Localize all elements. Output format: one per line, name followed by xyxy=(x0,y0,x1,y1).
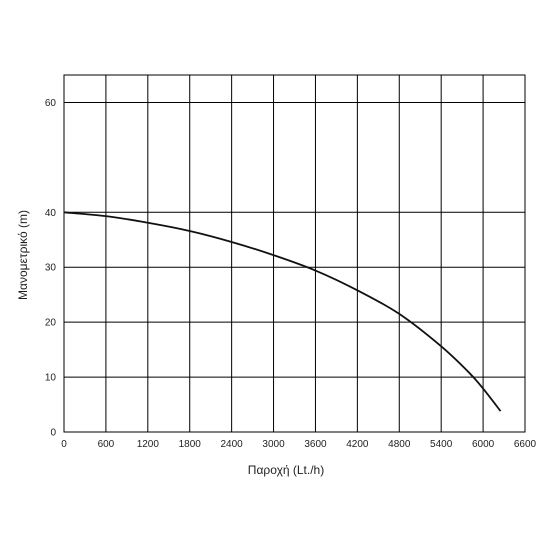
grid xyxy=(63,74,526,433)
x-tick-label: 5400 xyxy=(430,439,453,450)
x-tick-label: 0 xyxy=(61,439,67,450)
y-tick-label: 10 xyxy=(45,373,57,384)
x-tick-label: 4800 xyxy=(388,439,411,450)
y-axis-label: Μανομετρικό (m) xyxy=(16,210,30,300)
x-tick-labels: 0 600 1200 1800 2400 3000 3600 4200 4800 5400 6000… xyxy=(61,439,536,450)
y-tick-label: 30 xyxy=(45,263,57,274)
x-tick-label: 3600 xyxy=(304,439,327,450)
x-tick-label: 1800 xyxy=(179,439,202,450)
y-tick-labels: 0 10 20 30 40 60 xyxy=(45,98,57,439)
series-layer xyxy=(63,211,502,412)
x-tick-label: 3000 xyxy=(262,439,285,450)
x-axis-label: Παροχή (Lt./h) xyxy=(248,463,324,477)
y-tick-label: 40 xyxy=(45,208,57,219)
y-tick-label: 60 xyxy=(45,98,57,109)
x-tick-label: 6000 xyxy=(472,439,495,450)
plot-frame xyxy=(63,74,526,433)
x-tick-label: 600 xyxy=(98,439,115,450)
x-tick-label: 2400 xyxy=(221,439,244,450)
y-tick-label: 20 xyxy=(45,318,57,329)
x-tick-label: 1200 xyxy=(137,439,160,450)
x-tick-label: 6600 xyxy=(514,439,537,450)
x-tick-label: 4200 xyxy=(346,439,369,450)
y-tick-label: 0 xyxy=(50,428,56,439)
series-line xyxy=(63,211,502,412)
